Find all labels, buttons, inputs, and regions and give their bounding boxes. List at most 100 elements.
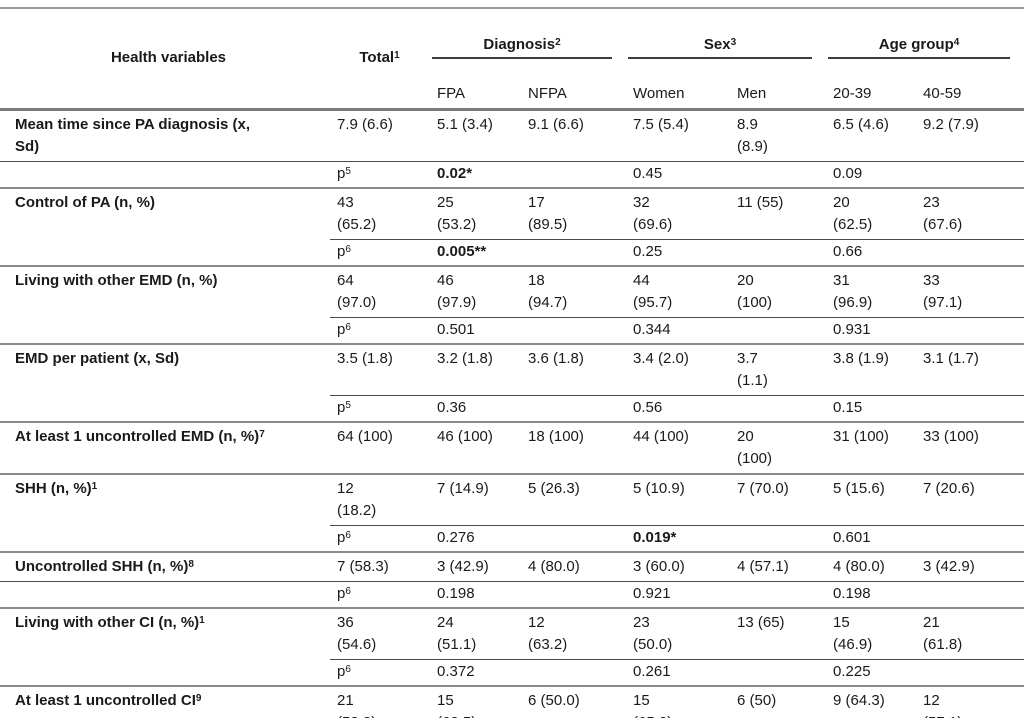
- variable-label: At least 1 uncontrolled EMD (n, %)7: [0, 421, 330, 474]
- variable-row: EMD per patient (x, Sd) 3.5 (1.8) 3.2 (1.8…: [0, 343, 1024, 396]
- p-value-cell: 0.501: [430, 317, 521, 344]
- footnote-mark: 5: [345, 400, 351, 411]
- p-value-cell: [521, 239, 626, 266]
- p-value-cell: [730, 581, 827, 608]
- p-value-cell: 0.45: [626, 161, 730, 188]
- footnote-mark: 6: [345, 530, 351, 541]
- value-cell: 12 (18.2): [330, 473, 430, 526]
- variable-label: EMD per patient (x, Sd): [0, 343, 330, 396]
- p-value-cell: [521, 317, 626, 344]
- p-label: p6: [330, 317, 430, 344]
- p-label: p5: [330, 395, 430, 422]
- p-value-cell: [730, 395, 827, 422]
- age-group-label: Age group: [878, 36, 954, 53]
- column-header-total: Total1: [330, 8, 430, 110]
- value-cell: 64 (97.0): [330, 265, 430, 318]
- p-value-cell: 0.372: [430, 659, 521, 686]
- p-value-cell: 0.198: [430, 581, 521, 608]
- value-cell: 3.7 (1.1): [730, 343, 827, 396]
- value-cell: 8.9 (8.9): [730, 108, 827, 162]
- p-value-cell: 0.005**: [430, 239, 521, 266]
- p-value-cell: [916, 239, 1024, 266]
- p-label: p6: [330, 525, 430, 552]
- empty-cell: [0, 396, 330, 423]
- variable-row: At least 1 uncontrolled EMD (n, %)7 64 (1…: [0, 421, 1024, 474]
- value-cell: 20 (62.5): [826, 187, 917, 240]
- variable-label: Mean time since PA diagnosis (x, Sd): [0, 108, 330, 162]
- value-cell: 12 (63.2): [521, 607, 626, 660]
- value-cell: 7 (20.6): [916, 473, 1024, 526]
- p-value-cell: 0.276: [430, 525, 521, 552]
- footnote-mark: 9: [195, 693, 202, 704]
- footnote-mark: 6: [345, 244, 351, 255]
- value-cell: 17 (89.5): [521, 187, 626, 240]
- value-cell: 7 (70.0): [730, 473, 827, 526]
- value-cell: 33 (97.1): [916, 265, 1024, 318]
- empty-cell: [0, 318, 330, 345]
- variable-label: SHH (n, %)1: [0, 473, 330, 526]
- p-value-cell: 0.921: [626, 581, 730, 608]
- group-header-sex: Sex3: [626, 8, 826, 81]
- value-cell: 11 (55): [730, 187, 827, 240]
- value-cell: 21 (58.3): [330, 685, 430, 718]
- p-value-cell: [521, 525, 626, 552]
- value-cell: 3 (60.0): [626, 551, 730, 582]
- p-value-row: p5 0.36 0.56 0.15: [0, 395, 1024, 423]
- sex-footnote-mark: 3: [730, 37, 737, 48]
- column-header-40-59: 40-59: [923, 85, 962, 102]
- value-cell: 5 (26.3): [521, 473, 626, 526]
- health-variables-table: Health variables Total1 Diagnosis2 Sex3 …: [0, 7, 1024, 718]
- value-cell: 15 (65.2): [626, 685, 730, 718]
- variable-label: At least 1 uncontrolled CI9: [0, 685, 330, 718]
- empty-cell: [0, 660, 330, 687]
- value-cell: 3 (42.9): [430, 551, 521, 582]
- empty-cell: [0, 240, 330, 267]
- variable-row: SHH (n, %)1 12 (18.2) 7 (14.9) 5 (26.3) 5 (1…: [0, 473, 1024, 526]
- value-cell: 33 (100): [916, 421, 1024, 474]
- column-header-20-39: 20-39: [833, 85, 872, 102]
- p-value-cell: [916, 395, 1024, 422]
- value-cell: 31 (100): [826, 421, 917, 474]
- value-cell: 3 (42.9): [916, 551, 1024, 582]
- value-cell: 18 (100): [521, 421, 626, 474]
- p-value-cell: 0.25: [626, 239, 730, 266]
- value-cell: 64 (100): [330, 421, 430, 474]
- value-cell: 3.5 (1.8): [330, 343, 430, 396]
- value-cell: 3.8 (1.9): [826, 343, 917, 396]
- variable-label: Living with other CI (n, %)1: [0, 607, 330, 660]
- p-value-cell: 0.198: [826, 581, 917, 608]
- age-footnote-mark: 4: [953, 37, 960, 48]
- value-cell: 20 (100): [730, 421, 827, 474]
- p-value-cell: [730, 317, 827, 344]
- variable-row: Living with other EMD (n, %) 64 (97.0) 46 …: [0, 265, 1024, 318]
- p-label: p6: [330, 659, 430, 686]
- p-value-cell: 0.261: [626, 659, 730, 686]
- p-value-cell: [730, 659, 827, 686]
- group-header-diagnosis: Diagnosis2: [430, 8, 626, 81]
- value-cell: 12 (57.1): [916, 685, 1024, 718]
- p-value-cell: 0.225: [826, 659, 917, 686]
- p-value-cell: 0.019*: [626, 525, 730, 552]
- table-body: Mean time since PA diagnosis (x, Sd) 7.9 …: [0, 108, 1024, 718]
- value-cell: 4 (80.0): [826, 551, 917, 582]
- variable-row: Living with other CI (n, %)1 36 (54.6) 24 …: [0, 607, 1024, 660]
- value-cell: 46 (97.9): [430, 265, 521, 318]
- value-cell: 15 (46.9): [826, 607, 917, 660]
- p-value-cell: [730, 525, 827, 552]
- value-cell: 20 (100): [730, 265, 827, 318]
- p-value-row: p6 0.198 0.921 0.198: [0, 581, 1024, 608]
- value-cell: 7 (14.9): [430, 473, 521, 526]
- variable-label: Control of PA (n, %): [0, 187, 330, 240]
- p-value-cell: [916, 317, 1024, 344]
- p-value-cell: 0.09: [826, 161, 917, 188]
- p-value-cell: [730, 239, 827, 266]
- header-row-subgroups: FPA NFPA Women Men 20-39 40-59: [0, 81, 1024, 110]
- variable-label: Living with other EMD (n, %): [0, 265, 330, 318]
- value-cell: 44 (100): [626, 421, 730, 474]
- value-cell: 4 (80.0): [521, 551, 626, 582]
- value-cell: 15 (62.5): [430, 685, 521, 718]
- value-cell: 25 (53.2): [430, 187, 521, 240]
- footnote-mark: 1: [91, 481, 98, 492]
- p-value-cell: 0.601: [826, 525, 917, 552]
